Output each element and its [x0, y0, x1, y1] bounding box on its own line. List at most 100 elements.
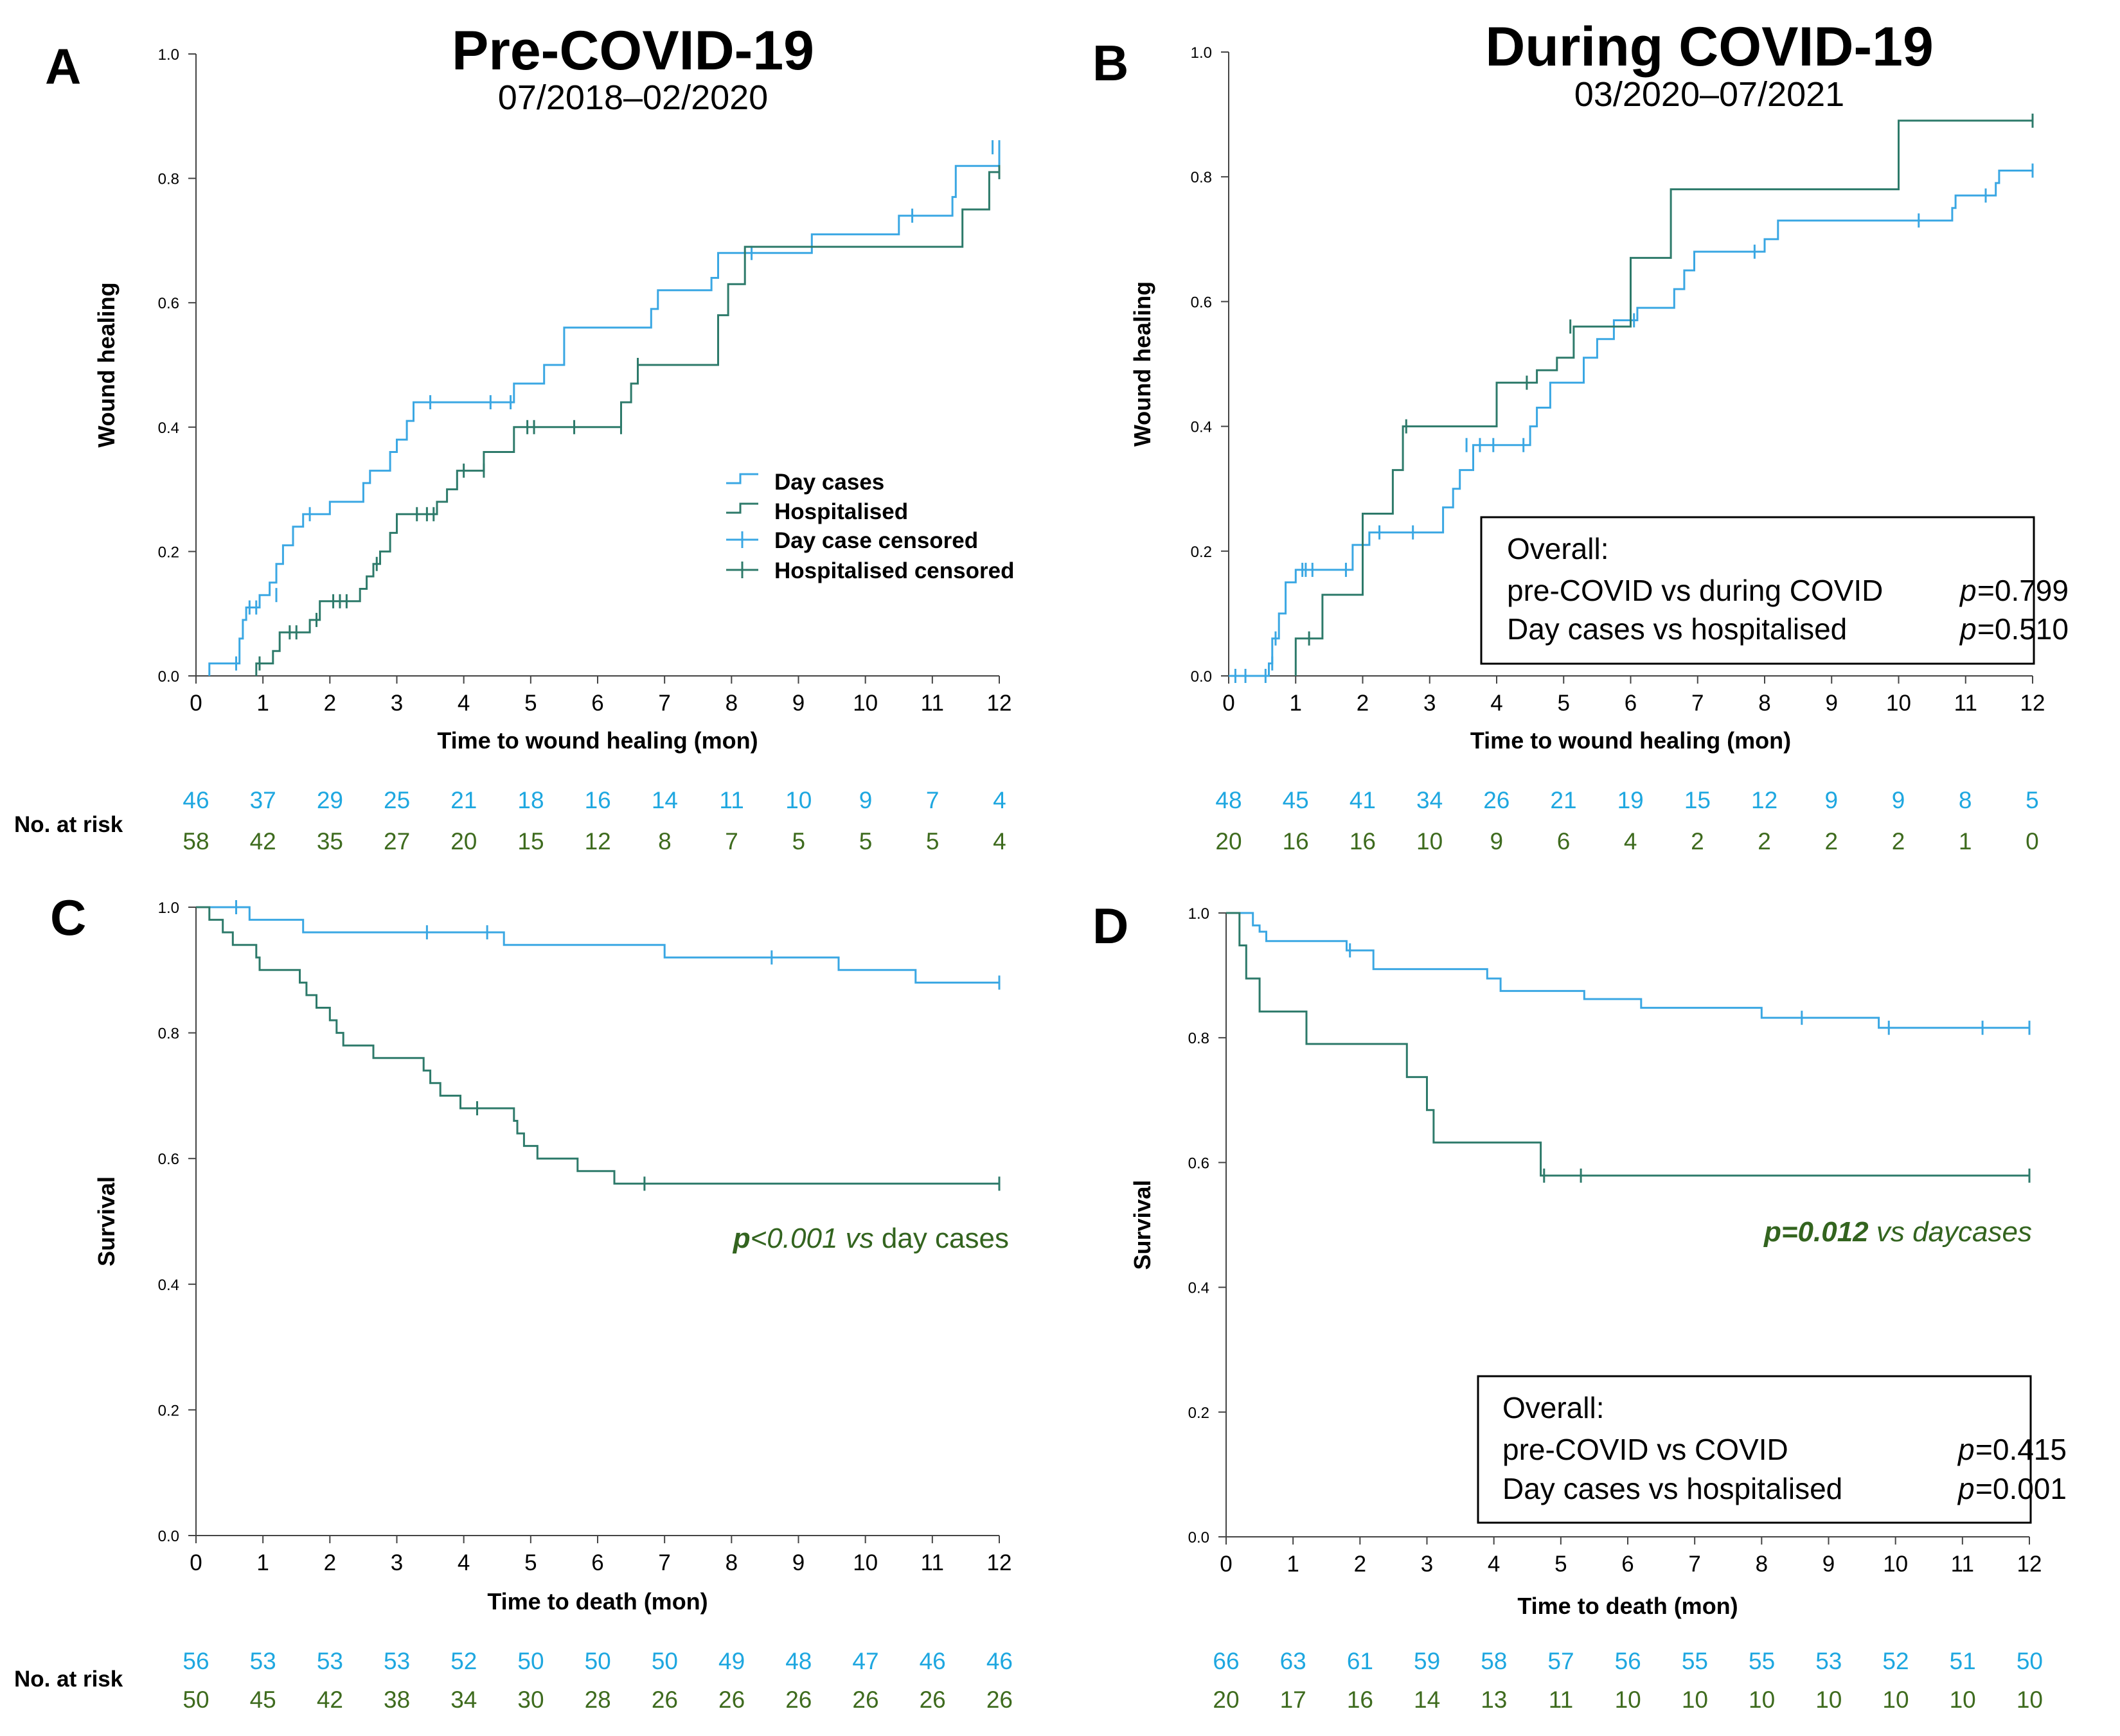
risk-count-day-a: 9 — [859, 787, 873, 813]
risk-count-hosp-c: 30 — [517, 1687, 544, 1713]
risk-count-hosp-b: 2 — [1892, 828, 1905, 855]
risk-count-day-b: 5 — [2026, 787, 2039, 813]
km-curve-day-a — [208, 147, 1001, 676]
risk-count-hosp-a: 4 — [993, 828, 1006, 855]
risk-count-hosp-c: 42 — [317, 1687, 343, 1713]
risk-count-day-a: 21 — [450, 787, 477, 813]
risk-count-hosp-c: 26 — [718, 1687, 745, 1713]
x-tick-label-c: 0 — [190, 1550, 202, 1575]
panel-letter-d: D — [1092, 898, 1128, 954]
panel-letter-c: C — [50, 889, 86, 946]
y-tick-label-d: 0.2 — [1188, 1404, 1209, 1422]
x-tick-label-c: 1 — [256, 1550, 269, 1575]
risk-count-day-d: 52 — [1882, 1648, 1909, 1674]
x-tick-label-c: 4 — [458, 1550, 470, 1575]
x-axis-title-c: Time to death (mon) — [487, 1588, 708, 1615]
risk-count-day-d: 56 — [1615, 1648, 1641, 1674]
km-curve-hosp-d — [1226, 912, 2029, 1177]
risk-count-day-a: 7 — [926, 787, 940, 813]
y-axis-title-c: Survival — [93, 1176, 120, 1266]
risk-count-day-a: 37 — [250, 787, 276, 813]
pvalue-annotation-d: p=0.012 vs daycases — [1763, 1216, 2032, 1248]
risk-count-hosp-a: 12 — [585, 828, 611, 855]
x-tick-label-c: 7 — [658, 1550, 670, 1575]
x-tick-label-a: 4 — [458, 691, 470, 716]
risk-count-hosp-b: 20 — [1215, 828, 1242, 855]
x-tick-label-a: 12 — [987, 691, 1012, 716]
pvalue-d-p: p — [1763, 1216, 1781, 1248]
y-tick-label-b: 0.0 — [1191, 668, 1212, 686]
risk-count-day-c: 46 — [920, 1648, 946, 1674]
risk-label-top: No. at risk — [14, 812, 123, 837]
legend-label-day-censored: Day case censored — [774, 528, 978, 553]
km-curve-day-c — [196, 906, 999, 984]
risk-count-day-a: 11 — [719, 787, 744, 813]
pvalue-d-tail: daycases — [1912, 1216, 2032, 1248]
stats-box-d-row2-label: Day cases vs hospitalised — [1502, 1472, 1842, 1505]
x-tick-label-c: 8 — [726, 1550, 738, 1575]
y-tick-label-c: 0.4 — [158, 1277, 179, 1294]
risk-count-day-d: 50 — [2017, 1648, 2043, 1674]
legend-swatch-hosp — [726, 502, 758, 514]
legend-swatch-day — [726, 473, 758, 484]
x-tick-label-c: 11 — [921, 1550, 944, 1575]
y-tick-label-b: 1.0 — [1191, 44, 1212, 62]
stats-box-b-frame — [1480, 516, 2035, 665]
x-tick-label-b: 5 — [1558, 691, 1570, 716]
risk-count-hosp-d: 10 — [1815, 1687, 1842, 1713]
stats-box-d-row1-label: pre-COVID vs COVID — [1502, 1433, 1788, 1466]
risk-count-day-c: 53 — [317, 1648, 343, 1674]
stats-box-d-frame — [1477, 1375, 2032, 1524]
km-curve-hosp-a — [255, 171, 999, 676]
pvalue-d-vs: vs — [1876, 1216, 1905, 1248]
risk-count-day-c: 50 — [517, 1648, 544, 1674]
x-tick-label-d: 10 — [1883, 1552, 1908, 1577]
x-tick-label-b: 2 — [1357, 691, 1369, 716]
risk-count-hosp-b: 0 — [2026, 828, 2039, 855]
risk-count-hosp-d: 17 — [1280, 1687, 1306, 1713]
x-tick-label-a: 5 — [524, 691, 537, 716]
x-tick-label-c: 10 — [853, 1550, 878, 1575]
risk-count-hosp-d: 13 — [1481, 1687, 1507, 1713]
panel-letter-a: A — [45, 38, 81, 94]
risk-count-hosp-a: 27 — [384, 828, 410, 855]
risk-count-day-b: 19 — [1617, 787, 1644, 813]
stats-box-d: Overall: pre-COVID vs COVID p =0.415 Day… — [1477, 1375, 2067, 1524]
risk-count-day-a: 14 — [652, 787, 678, 813]
risk-count-day-b: 8 — [1959, 787, 1972, 813]
x-tick-label-d: 2 — [1354, 1552, 1366, 1577]
risk-count-day-c: 47 — [852, 1648, 878, 1674]
risk-count-day-d: 57 — [1547, 1648, 1574, 1674]
x-tick-label-a: 3 — [391, 691, 403, 716]
x-axis-title-b: Time to wound healing (mon) — [1470, 727, 1791, 754]
x-tick-label-a: 7 — [658, 691, 670, 716]
pvalue-c-vs: vs — [846, 1223, 874, 1254]
y-tick-label-a: 0.6 — [158, 295, 179, 312]
y-tick-label-c: 0.6 — [158, 1151, 179, 1168]
y-tick-label-d: 1.0 — [1188, 905, 1209, 923]
risk-count-hosp-c: 26 — [986, 1687, 1013, 1713]
legend-item-day-cases: Day cases — [726, 470, 884, 495]
y-tick-label-a: 0.4 — [158, 420, 179, 437]
y-tick-label-a: 0.2 — [158, 544, 179, 561]
x-tick-label-b: 9 — [1826, 691, 1838, 716]
pvalue-annotation-c: p<0.001 vs day cases — [733, 1223, 1009, 1254]
risk-count-hosp-d: 10 — [1749, 1687, 1775, 1713]
risk-count-hosp-d: 20 — [1213, 1687, 1239, 1713]
x-tick-label-c: 5 — [524, 1550, 537, 1575]
risk-count-hosp-b: 2 — [1758, 828, 1771, 855]
risk-count-hosp-d: 14 — [1414, 1687, 1440, 1713]
risk-count-hosp-d: 10 — [1950, 1687, 1976, 1713]
stats-box-d-row1-value: =0.415 — [1975, 1433, 2067, 1466]
risk-count-day-c: 53 — [384, 1648, 410, 1674]
y-axis-title-a: Wound healing — [93, 282, 120, 447]
risk-count-day-a: 16 — [585, 787, 611, 813]
risk-count-day-b: 21 — [1550, 787, 1576, 813]
risk-count-day-c: 49 — [718, 1648, 745, 1674]
x-tick-label-d: 6 — [1621, 1552, 1634, 1577]
y-tick-label-b: 0.8 — [1191, 169, 1212, 186]
risk-count-day-a: 18 — [517, 787, 544, 813]
